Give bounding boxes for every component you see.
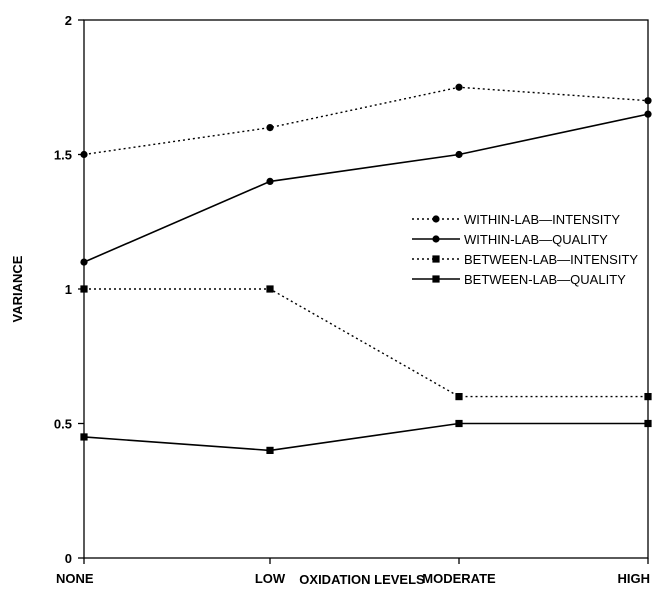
legend-item: BETWEEN-LAB—QUALITY [412, 272, 626, 287]
series-1 [80, 83, 652, 159]
data-point [644, 110, 652, 118]
legend-item: WITHIN-LAB—QUALITY [412, 232, 608, 247]
data-point [266, 446, 274, 454]
y-tick-label: 2 [65, 13, 72, 28]
x-axis-title: OXIDATION LEVELS [299, 572, 425, 587]
series-3 [80, 285, 652, 401]
x-tick-label: MODERATE [422, 571, 496, 586]
data-point [455, 150, 463, 159]
data-point [455, 419, 463, 428]
plot-frame [83, 19, 649, 559]
data-point [266, 124, 274, 132]
data-point [644, 97, 652, 105]
y-axis-ticks: 0 0.5 1 1.5 2 [54, 13, 84, 566]
series-line [83, 86, 649, 156]
x-tick-label: LOW [255, 571, 286, 586]
legend-swatch-marker [432, 215, 440, 223]
data-point [455, 393, 463, 401]
plot-border [83, 19, 649, 559]
data-point [266, 285, 274, 293]
legend-label: WITHIN-LAB—INTENSITY [464, 212, 620, 227]
y-axis-title: VARIANCE [10, 255, 25, 322]
legend-item: WITHIN-LAB—INTENSITY [412, 212, 620, 227]
data-point [80, 285, 88, 293]
data-point [644, 419, 652, 428]
series-line [84, 288, 648, 398]
legend-label: WITHIN-LAB—QUALITY [464, 232, 608, 247]
data-point [455, 83, 463, 91]
data-point [80, 433, 88, 441]
legend-swatch-marker [432, 275, 440, 283]
series-layer [80, 83, 652, 454]
series-4 [80, 419, 652, 454]
x-tick-label: HIGH [618, 571, 651, 586]
series-line [83, 113, 649, 263]
x-axis-ticks: NONE LOW MODERATE HIGH [56, 558, 650, 586]
data-point [266, 177, 274, 185]
y-tick-label: 0.5 [54, 417, 72, 432]
data-point [80, 150, 88, 159]
legend-item: BETWEEN-LAB—INTENSITY [412, 252, 638, 267]
series-2 [80, 110, 652, 266]
legend-swatch-marker [432, 235, 440, 243]
series-line [83, 422, 648, 452]
x-tick-label: NONE [56, 571, 94, 586]
legend: WITHIN-LAB—INTENSITY WITHIN-LAB—QUALITY BE… [412, 212, 638, 287]
legend-label: BETWEEN-LAB—QUALITY [464, 272, 626, 287]
y-tick-label: 1 [65, 282, 72, 297]
legend-swatch-marker [432, 255, 440, 263]
y-tick-label: 0 [65, 551, 72, 566]
legend-label: BETWEEN-LAB—INTENSITY [464, 252, 638, 267]
data-point [80, 258, 88, 266]
data-point [644, 393, 652, 401]
y-tick-label: 1.5 [54, 148, 72, 163]
